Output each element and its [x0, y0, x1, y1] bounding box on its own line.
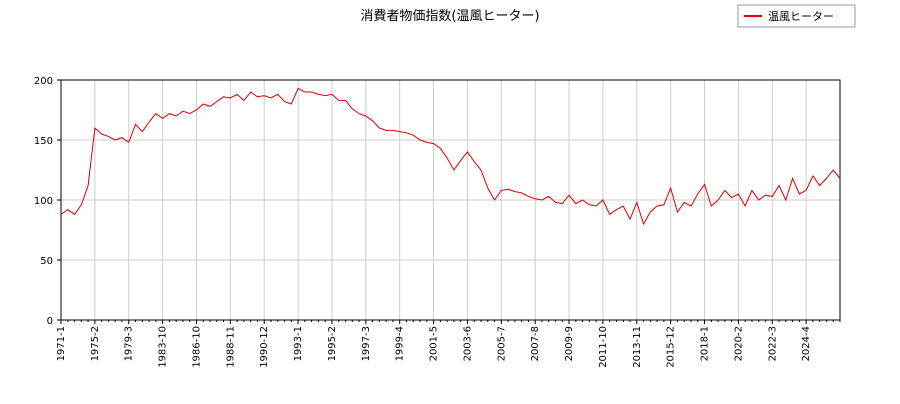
- legend: 温風ヒーター: [737, 4, 856, 28]
- y-tick-label: 150: [34, 136, 53, 147]
- x-tick-label: 2020-2: [733, 326, 744, 361]
- legend-box: [737, 4, 856, 28]
- x-tick-label: 2005-7: [496, 326, 507, 361]
- x-tick-label: 2015-12: [666, 326, 677, 368]
- y-tick-label: 0: [47, 316, 53, 327]
- x-tick-label: 1975-2: [90, 326, 101, 361]
- x-tick-label: 1999-4: [395, 326, 406, 361]
- x-tick-label: 2013-11: [632, 326, 643, 368]
- plot-frame: [60, 79, 841, 321]
- x-tick-label: 1986-10: [191, 326, 202, 368]
- x-tick-label: 1983-10: [158, 326, 169, 368]
- x-tick-label: 2024-4: [801, 326, 812, 361]
- x-tick-label: 1997-3: [361, 326, 372, 361]
- x-tick-label: 2007-8: [530, 326, 541, 361]
- x-tick-label: 1979-3: [124, 326, 135, 361]
- legend-label: 温風ヒーター: [768, 10, 834, 23]
- x-tick-label: 2009-9: [564, 326, 575, 361]
- x-tick-label: 1993-1: [293, 326, 304, 361]
- x-tick-label: 2018-1: [700, 326, 711, 361]
- data-line: [60, 87, 841, 226]
- chart-title: 消費者物価指数(温風ヒーター): [360, 9, 539, 24]
- x-tick-label: 2003-6: [462, 326, 473, 361]
- y-tick-label: 200: [34, 76, 53, 87]
- y-tick-label: 100: [34, 196, 53, 207]
- x-tick-label: 2011-10: [598, 326, 609, 368]
- x-tick-label: 1971-1: [56, 326, 67, 361]
- x-tick-label: 2022-3: [767, 326, 778, 361]
- x-tick-label: 1995-2: [327, 326, 338, 361]
- x-tick-label: 2001-5: [429, 326, 440, 361]
- y-tick-label: 50: [40, 256, 53, 267]
- x-tick-label: 1988-11: [225, 326, 236, 368]
- x-tick-label: 1990-12: [259, 326, 270, 368]
